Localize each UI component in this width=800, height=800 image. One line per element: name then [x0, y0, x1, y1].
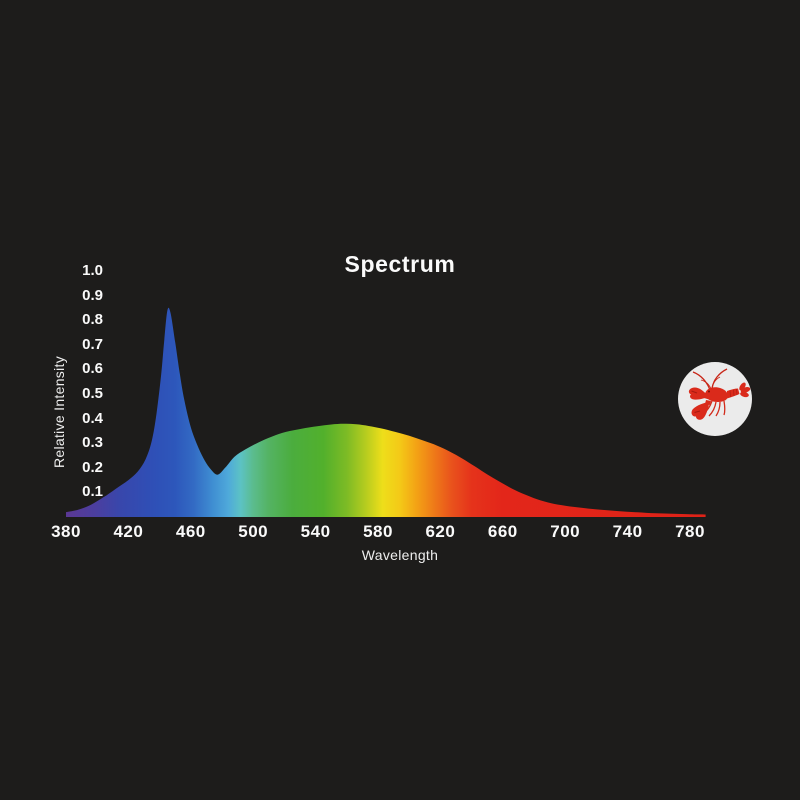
y-tick-label: 0.6 — [82, 360, 103, 378]
x-tick-label: 420 — [113, 522, 144, 541]
x-tick-label: 660 — [487, 522, 518, 541]
x-tick-label: 500 — [238, 522, 269, 541]
x-tick-label: 460 — [175, 522, 206, 541]
y-tick-label: 0.7 — [82, 335, 103, 353]
x-tick-label: 580 — [363, 522, 393, 541]
x-axis-title: Wavelength — [361, 547, 439, 563]
y-tick-label: 0.8 — [82, 311, 103, 329]
lobster-badge — [678, 362, 752, 436]
y-tick-label: 0.5 — [82, 385, 103, 402]
y-tick-label: 0.4 — [82, 409, 103, 427]
y-tick-label: 0.2 — [82, 458, 103, 476]
x-tick-label: 780 — [675, 522, 705, 541]
chart-title: Spectrum — [344, 251, 456, 277]
x-tick-label: 700 — [550, 522, 581, 541]
y-tick-label: 0.9 — [82, 286, 103, 304]
y-tick-label: 0.1 — [82, 483, 103, 501]
lobster-icon — [688, 368, 751, 420]
x-tick-label: 380 — [51, 522, 81, 541]
y-tick-label: 0.3 — [82, 434, 103, 452]
spectrum-area — [66, 307, 706, 517]
y-tick-label: 1.0 — [82, 262, 103, 279]
x-tick-label: 540 — [300, 522, 331, 541]
x-tick-label: 620 — [425, 522, 456, 541]
x-tick-label: 740 — [612, 522, 643, 541]
